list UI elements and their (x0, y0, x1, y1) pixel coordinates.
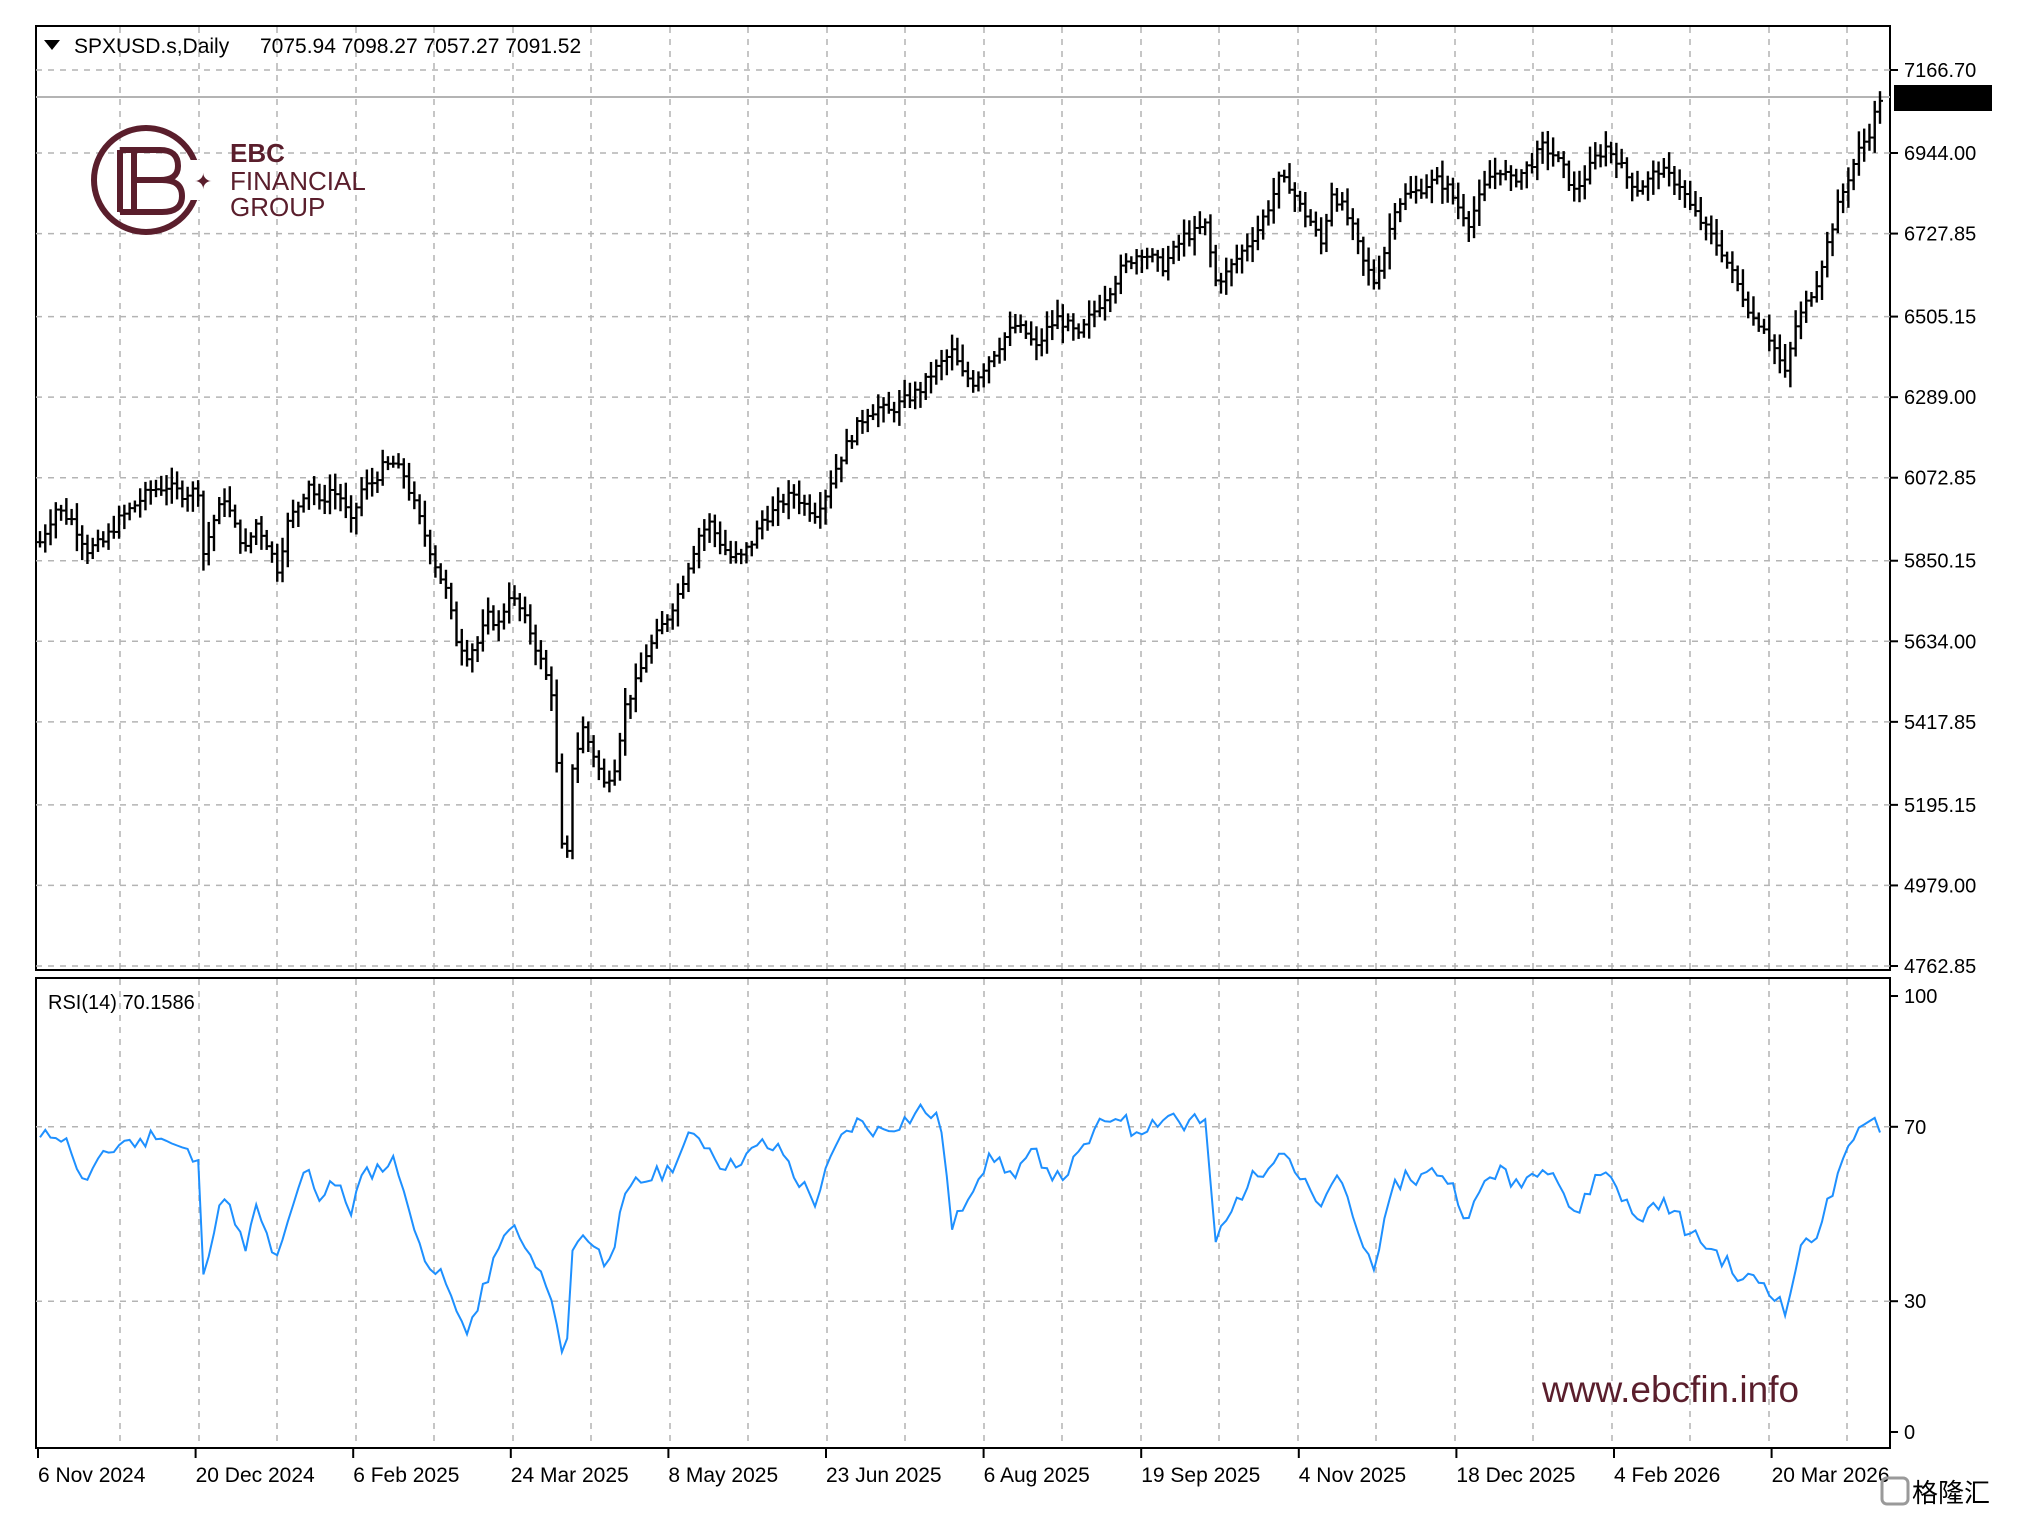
ohlc-values: 7075.94 7098.27 7057.27 7091.52 (260, 35, 581, 58)
time-tick-label: 18 Dec 2025 (1456, 1464, 1575, 1487)
time-tick-label: 4 Nov 2025 (1299, 1464, 1406, 1487)
price-bars (37, 91, 1883, 860)
current-price-label: 7091.52 (1898, 88, 1967, 109)
price-tick-label: 5195.15 (1904, 795, 1976, 817)
brand-line2: FINANCIAL (230, 166, 366, 196)
price-tick-label: 5417.85 (1904, 712, 1976, 734)
rsi-panel: 100 70 30 0 RSI(14) 70.1586 www.ebcfin.info (35, 977, 1937, 1449)
logo-star-icon: ✦ (194, 169, 212, 194)
time-tick-label: 6 Feb 2025 (353, 1464, 459, 1487)
time-tick-label: 20 Dec 2024 (196, 1464, 315, 1487)
price-panel: 7166.70 6944.00 6727.85 6505.15 6289.00 6072.… (35, 25, 1992, 978)
price-tick-label: 5634.00 (1904, 631, 1976, 653)
logo-b-icon (117, 147, 186, 215)
rsi-line (39, 1102, 1881, 1356)
watermark-logo-icon (1880, 1476, 1910, 1506)
price-grid (36, 27, 1890, 969)
price-tick-label: 6727.85 (1904, 224, 1976, 246)
rsi-header: RSI(14) 70.1586 (48, 992, 195, 1014)
collapse-arrow-icon[interactable] (44, 40, 60, 50)
rsi-tick-label: 100 (1904, 986, 1937, 1008)
watermark: 格隆汇 (1880, 1476, 1990, 1508)
price-tick-label: 6072.85 (1904, 468, 1976, 490)
time-tick-label: 24 Mar 2025 (511, 1464, 629, 1487)
rsi-tick-label: 0 (1904, 1422, 1915, 1444)
price-tick-label: 4762.85 (1904, 956, 1976, 978)
time-tick-label: 6 Nov 2024 (38, 1464, 146, 1487)
price-tick-label: 6944.00 (1904, 143, 1976, 165)
price-tick-label: 5850.15 (1904, 551, 1976, 573)
time-axis: 6 Nov 2024 20 Dec 2024 6 Feb 2025 24 Mar 20… (37, 1448, 1890, 1487)
rsi-tick-label: 70 (1904, 1117, 1926, 1139)
rsi-panel-frame (35, 977, 1891, 1449)
symbol-label: SPXUSD.s,Daily (74, 35, 230, 58)
price-tick-label: 6505.15 (1904, 307, 1976, 329)
rsi-tick-label: 30 (1904, 1291, 1926, 1313)
current-price-box (1894, 85, 1992, 111)
price-axis: 7166.70 6944.00 6727.85 6505.15 6289.00 6072.… (1890, 60, 1976, 978)
logo-gap (190, 160, 204, 200)
watermark-text: 格隆汇 (1912, 1478, 1990, 1508)
time-tick-label: 4 Feb 2026 (1614, 1464, 1720, 1487)
price-tick-label: 6289.00 (1904, 387, 1976, 409)
price-tick-label: 7166.70 (1904, 60, 1976, 82)
rsi-axis: 100 70 30 0 (1890, 986, 1937, 1444)
time-tick-label: 23 Jun 2025 (826, 1464, 942, 1487)
ebc-logo: ✦ EBC FINANCIAL GROUP (91, 125, 366, 235)
brand-line3: GROUP (230, 192, 325, 222)
time-tick-label: 8 May 2025 (668, 1464, 778, 1487)
time-tick-label: 6 Aug 2025 (984, 1464, 1090, 1487)
brand-line1: EBC (230, 138, 285, 168)
website-label: www.ebcfin.info (1541, 1369, 1799, 1410)
time-tick-label: 20 Mar 2026 (1772, 1464, 1890, 1487)
rsi-grid (36, 979, 1890, 1447)
price-tick-label: 4979.00 (1904, 875, 1976, 897)
time-tick-label: 19 Sep 2025 (1141, 1464, 1260, 1487)
